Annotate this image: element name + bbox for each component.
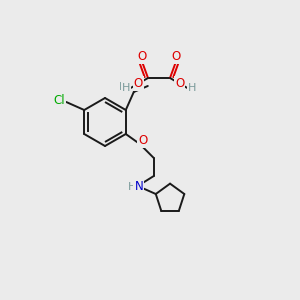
Text: O: O: [137, 50, 146, 63]
Text: O: O: [138, 134, 147, 148]
Text: H: H: [188, 83, 196, 93]
Text: N: N: [134, 181, 143, 194]
Text: H: H: [122, 83, 130, 93]
Text: H: H: [128, 182, 136, 192]
Text: O: O: [175, 77, 184, 90]
Text: Cl: Cl: [53, 94, 65, 107]
Text: O: O: [137, 50, 146, 63]
Text: H: H: [118, 82, 127, 92]
Text: O: O: [134, 77, 143, 90]
Text: O: O: [172, 50, 181, 63]
